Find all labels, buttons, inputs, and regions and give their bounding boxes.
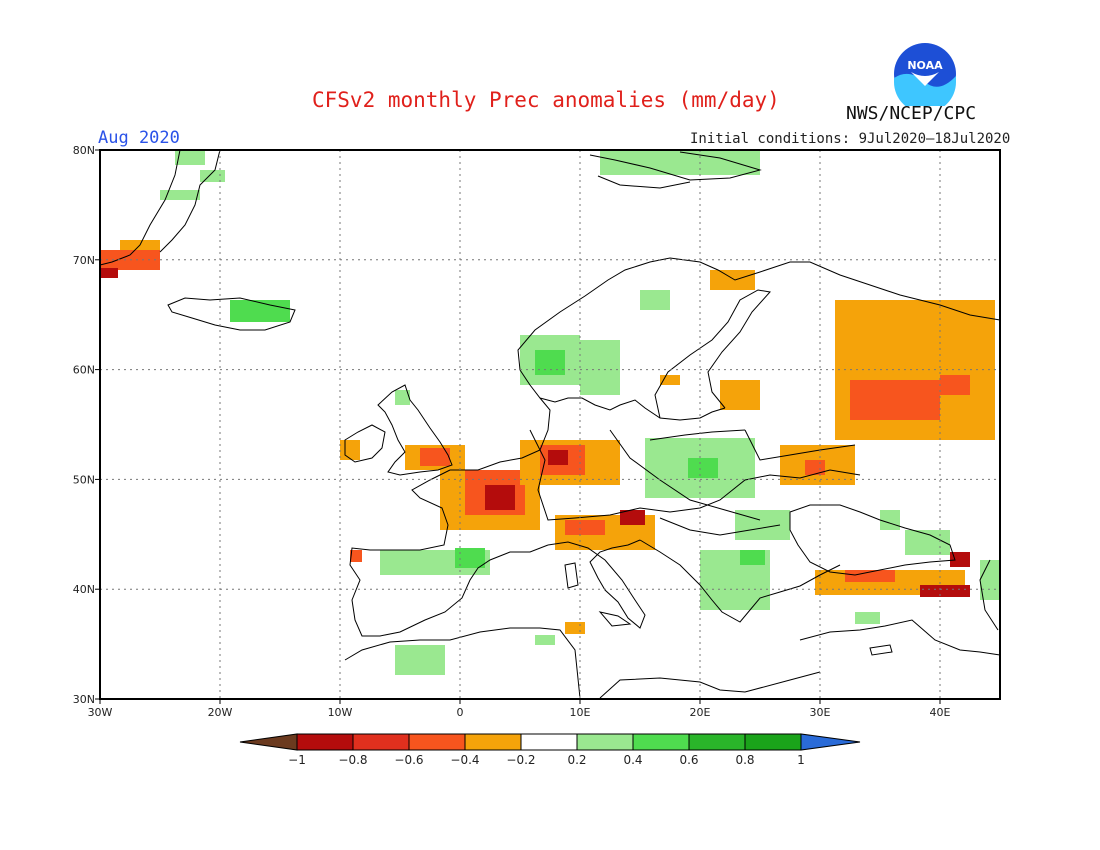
colorbar-low-arrow (239, 733, 298, 751)
anomaly-cell (740, 550, 765, 565)
colorbar-segment (296, 733, 354, 751)
colorbar-segment (408, 733, 466, 751)
anomaly-cell (100, 268, 118, 278)
longitude-tick-labels: 30W 20W 10W 0 10E 20E 30E 40E (88, 699, 951, 719)
colorbar-segment (352, 733, 410, 751)
anomaly-cell (720, 380, 760, 410)
noaa-logo: NOAA (894, 43, 956, 106)
anomaly-cell (535, 350, 565, 375)
colorbar-label: −0.2 (506, 753, 535, 767)
longitude-tick-label: 10E (570, 706, 591, 719)
colorbar-high-arrow (800, 733, 861, 751)
forecast-period-label: Aug 2020 (98, 128, 180, 148)
anomaly-cell (395, 390, 410, 405)
latitude-tick-label: 30N (73, 693, 95, 706)
colorbar-segment (744, 733, 802, 751)
colorbar-label: −0.8 (338, 753, 367, 767)
anomaly-cell (845, 570, 895, 582)
initial-conditions-label: Initial conditions: 9Jul2020–18Jul2020 (690, 131, 1011, 147)
colorbar-label: 0.4 (623, 753, 642, 767)
anomaly-cell (850, 380, 940, 420)
colorbar-label: 0.2 (567, 753, 586, 767)
anomaly-cell (710, 270, 755, 290)
anomaly-cell (880, 510, 900, 530)
anomaly-cell (855, 612, 880, 624)
anomaly-cell (620, 510, 645, 525)
anomaly-cell (735, 510, 790, 540)
coastlines (99, 149, 1001, 699)
anomaly-cell (175, 150, 205, 165)
anomaly-cell (420, 448, 450, 466)
latitude-tick-label: 70N (73, 254, 95, 267)
agency-label: NWS/NCEP/CPC (846, 103, 977, 124)
colorbar: −1 −0.8 −0.6 −0.4 −0.2 0.2 0.4 0.6 0.8 1 (239, 733, 861, 767)
anomaly-cell (640, 290, 670, 310)
anomaly-cell (980, 560, 1000, 600)
colorbar-label: −1 (288, 753, 306, 767)
colorbar-label: 0.8 (735, 753, 754, 767)
anomaly-cell (485, 485, 515, 510)
colorbar-segment (632, 733, 690, 751)
anomaly-cell (805, 460, 825, 475)
anomaly-cell (350, 550, 362, 562)
colorbar-label: −0.6 (394, 753, 423, 767)
longitude-tick-label: 40E (930, 706, 951, 719)
latitude-tick-labels: 30N 40N 50N 60N 70N 80N (73, 144, 100, 706)
map-title: CFSv2 monthly Prec anomalies (mm/day) (312, 88, 780, 112)
colorbar-label: −0.4 (450, 753, 479, 767)
colorbar-segment (576, 733, 634, 751)
latitude-tick-label: 40N (73, 583, 95, 596)
colorbar-segment (520, 733, 578, 751)
anomaly-cell (535, 635, 555, 645)
anomaly-cell (920, 585, 970, 597)
anomaly-cell (395, 645, 445, 675)
latitude-tick-label: 80N (73, 144, 95, 157)
anomaly-cell (688, 458, 718, 478)
anomaly-cell (905, 530, 950, 555)
noaa-logo-text: NOAA (907, 59, 943, 72)
anomaly-cell (230, 300, 290, 322)
anomaly-cell (950, 552, 970, 567)
longitude-tick-label: 20W (208, 706, 233, 719)
anomaly-cell (160, 190, 200, 200)
anomaly-cell (580, 340, 620, 395)
latitude-tick-label: 50N (73, 473, 95, 486)
anomaly-cell (660, 375, 680, 385)
longitude-tick-label: 30E (810, 706, 831, 719)
longitude-tick-label: 10W (328, 706, 353, 719)
longitude-tick-label: 0 (457, 706, 464, 719)
colorbar-segment (464, 733, 522, 751)
colorbar-segment (688, 733, 746, 751)
longitude-tick-label: 20E (690, 706, 711, 719)
anomaly-cell (455, 548, 485, 568)
longitude-tick-label: 30W (88, 706, 113, 719)
colorbar-label: 1 (797, 753, 805, 767)
anomaly-cell (940, 375, 970, 395)
latitude-tick-label: 60N (73, 364, 95, 377)
anomaly-cell (340, 440, 360, 460)
map-frame (99, 149, 1001, 700)
anomaly-cell (548, 450, 568, 465)
anomaly-cell (565, 520, 605, 535)
anomaly-cell (565, 622, 585, 634)
colorbar-label: 0.6 (679, 753, 698, 767)
